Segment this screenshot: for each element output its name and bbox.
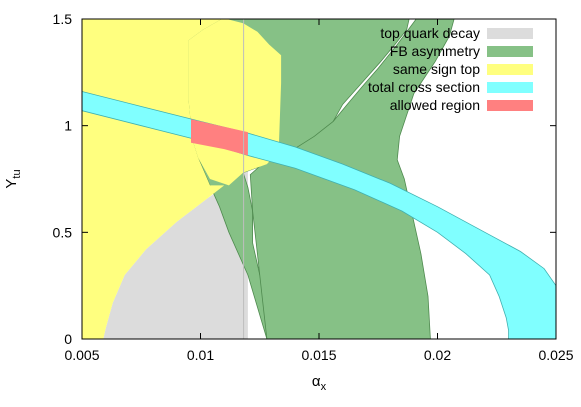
y-tick-label: 1: [64, 118, 72, 134]
legend-item-fb-asymmetry: FB asymmetry: [390, 43, 533, 59]
legend-item-top-quark-decay: top quark decay: [380, 25, 533, 41]
x-tick-label: 0.025: [538, 347, 573, 363]
x-tick-label: 0.015: [301, 347, 336, 363]
legend: top quark decay FB asymmetry same sign top…: [368, 25, 533, 113]
y-axis-label: Ytu: [3, 169, 23, 188]
region-layer: [82, 19, 556, 339]
legend-swatch: [487, 82, 533, 93]
legend-label: top quark decay: [380, 25, 480, 41]
top-quark-decay-region-1: [103, 170, 248, 339]
legend-swatch: [487, 28, 533, 39]
y-tick-label: 0.5: [53, 224, 73, 240]
allowed-region-region-1: [191, 119, 248, 156]
x-tick-label: 0.005: [64, 347, 99, 363]
legend-swatch: [487, 64, 533, 75]
tick-layer: 0.005 0.01 0.015 0.02 0.025 0 0.5 1 1.5: [53, 11, 574, 363]
y-tick-label: 1.5: [53, 11, 73, 27]
x-tick-label: 0.01: [187, 347, 214, 363]
same-sign-top-region-1: [82, 19, 225, 339]
legend-label: same sign top: [393, 61, 480, 77]
x-tick-label: 0.02: [424, 347, 451, 363]
legend-item-total-cross-section: total cross section: [368, 79, 533, 95]
legend-label: FB asymmetry: [390, 43, 480, 59]
legend-item-same-sign-top: same sign top: [393, 61, 533, 77]
legend-label: allowed region: [390, 97, 480, 113]
total-cross-section-region-1: [82, 91, 556, 339]
svg-text:αx: αx: [312, 373, 327, 393]
legend-swatch: [487, 100, 533, 111]
y-tick-label: 0: [64, 331, 72, 347]
svg-text:Ytu: Ytu: [3, 169, 23, 188]
legend-item-allowed-region: allowed region: [390, 97, 533, 113]
x-axis-label: αx: [312, 373, 327, 393]
legend-label: total cross section: [368, 79, 480, 95]
legend-swatch: [487, 46, 533, 57]
